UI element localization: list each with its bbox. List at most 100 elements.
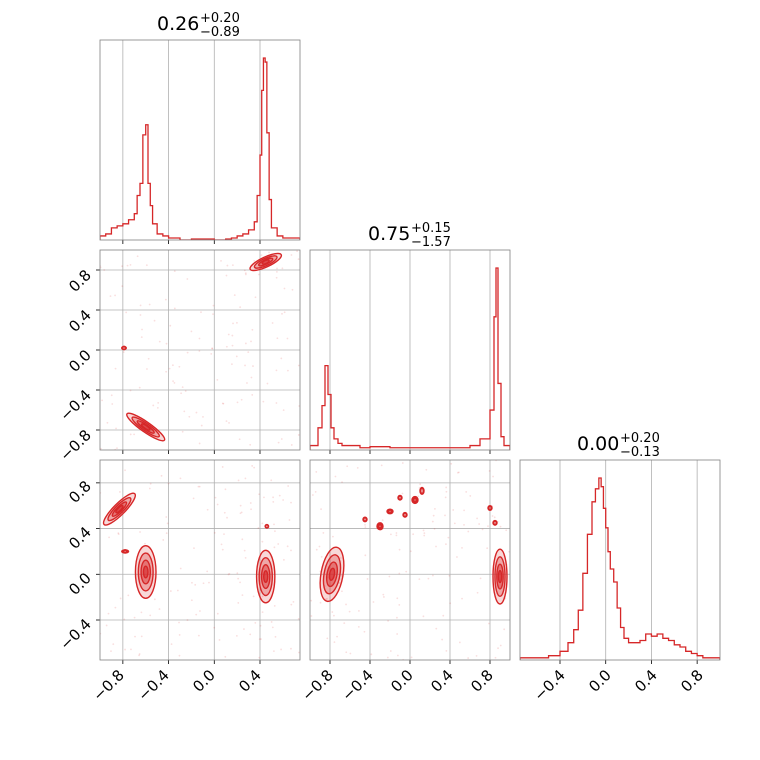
scatter-point bbox=[273, 604, 276, 607]
scatter-point bbox=[332, 535, 334, 538]
scatter-point bbox=[250, 508, 252, 511]
scatter-point bbox=[290, 647, 292, 650]
scatter-point bbox=[183, 410, 186, 413]
scatter-point bbox=[423, 532, 426, 535]
density-contour-p20-3-1 bbox=[264, 524, 270, 529]
scatter-point bbox=[263, 496, 265, 499]
scatter-point bbox=[119, 597, 122, 600]
scatter-point bbox=[326, 597, 328, 600]
scatter-point bbox=[499, 525, 502, 528]
scatter-point bbox=[479, 577, 482, 580]
scatter-point bbox=[282, 499, 285, 501]
scatter-point bbox=[158, 340, 161, 343]
scatter-point bbox=[274, 635, 277, 638]
scatter-point bbox=[508, 550, 510, 553]
bottom-ticks-col0: −0.8 −0.4 0.0 0.4 bbox=[89, 666, 264, 704]
scatter-point bbox=[221, 402, 224, 405]
scatter-point bbox=[283, 311, 286, 314]
scatter-point bbox=[444, 496, 447, 499]
scatter-point bbox=[381, 519, 384, 522]
scatter-point bbox=[244, 364, 246, 367]
scatter-point bbox=[225, 420, 228, 423]
scatter-point bbox=[165, 370, 168, 373]
title-p00: 0.26 +0.20 −0.89 bbox=[157, 11, 240, 40]
scatter-point bbox=[251, 328, 254, 331]
scatter-point bbox=[220, 259, 222, 262]
scatter-point bbox=[115, 427, 117, 430]
scatter-point bbox=[145, 264, 148, 267]
xtick-col0-1: −0.4 bbox=[134, 666, 172, 704]
density-contour-p20-0-3 bbox=[115, 504, 124, 514]
density-contour-p21-5-2 bbox=[412, 497, 418, 503]
left-ticks-row1: −0.8 −0.4 0.0 0.4 0.8 bbox=[56, 266, 94, 464]
scatter-point bbox=[398, 548, 401, 551]
scatter-point bbox=[165, 342, 168, 345]
scatter-point bbox=[212, 313, 214, 316]
scatter-point bbox=[282, 409, 285, 411]
scatter-point bbox=[469, 495, 472, 497]
scatter-point bbox=[476, 591, 479, 594]
scatter-point bbox=[172, 380, 174, 383]
scatter-point bbox=[396, 654, 399, 657]
scatter-point bbox=[311, 494, 314, 496]
scatter-point bbox=[259, 624, 262, 627]
scatter-point bbox=[181, 386, 184, 389]
panel-frame-p11 bbox=[309, 249, 511, 451]
scatter-point bbox=[213, 531, 216, 534]
scatter-point bbox=[197, 634, 200, 637]
density-contour-p21-3-2 bbox=[387, 509, 393, 514]
scatter-point bbox=[129, 263, 132, 266]
scatter-point bbox=[114, 294, 116, 297]
density-contour-p21-8-1 bbox=[487, 505, 493, 511]
scatter-point bbox=[211, 347, 214, 350]
title-p11-value: 0.75 bbox=[368, 223, 410, 245]
scatter-point bbox=[121, 285, 124, 288]
scatter-point bbox=[216, 378, 219, 381]
density-contour-p21-1-3 bbox=[497, 569, 503, 584]
scatter-point bbox=[418, 578, 421, 581]
scatter-point bbox=[249, 633, 252, 636]
scatter-point bbox=[221, 548, 224, 551]
scatter-point bbox=[119, 491, 121, 493]
scatter-point bbox=[249, 502, 252, 504]
ytick-row2-2: 0.4 bbox=[65, 523, 95, 553]
scatter-point bbox=[173, 270, 176, 273]
scatter-point bbox=[180, 392, 183, 395]
scatter-point bbox=[232, 322, 234, 325]
scatter-point bbox=[357, 610, 360, 612]
scatter-point bbox=[343, 622, 346, 625]
scatter-point bbox=[274, 530, 276, 533]
scatter-point bbox=[244, 272, 247, 274]
xtick-col0-3: 0.4 bbox=[235, 666, 265, 696]
scatter-point bbox=[239, 504, 242, 507]
scatter-point bbox=[116, 447, 118, 450]
scatter-point bbox=[225, 345, 228, 348]
panel-bg-p22 bbox=[520, 460, 720, 660]
scatter-point bbox=[243, 269, 246, 272]
scatter-point bbox=[223, 511, 226, 514]
ytick-row1-0: −0.8 bbox=[56, 426, 94, 464]
scatter-point bbox=[178, 633, 181, 636]
scatter-point bbox=[195, 613, 198, 616]
scatter-point bbox=[465, 491, 468, 493]
scatter-point bbox=[287, 369, 289, 372]
scatter-point bbox=[493, 516, 496, 519]
scatter-point bbox=[467, 530, 470, 533]
scatter-point bbox=[282, 558, 285, 561]
scatter-point bbox=[206, 570, 209, 573]
scatter-point bbox=[224, 655, 227, 658]
scatter-point bbox=[370, 653, 373, 656]
scatter-point bbox=[166, 522, 169, 525]
scatter-point bbox=[261, 611, 264, 614]
scatter-point bbox=[208, 581, 210, 584]
scatter-point bbox=[258, 273, 260, 276]
scatter-point bbox=[290, 444, 293, 446]
scatter-point bbox=[250, 376, 253, 379]
scatter-point bbox=[184, 390, 187, 392]
density-contour-p21-7-1 bbox=[402, 512, 408, 518]
scatter-point bbox=[235, 634, 238, 637]
scatter-point bbox=[390, 533, 392, 536]
scatter-point bbox=[272, 500, 275, 503]
scatter-point bbox=[467, 657, 470, 659]
scatter-point bbox=[140, 336, 143, 339]
